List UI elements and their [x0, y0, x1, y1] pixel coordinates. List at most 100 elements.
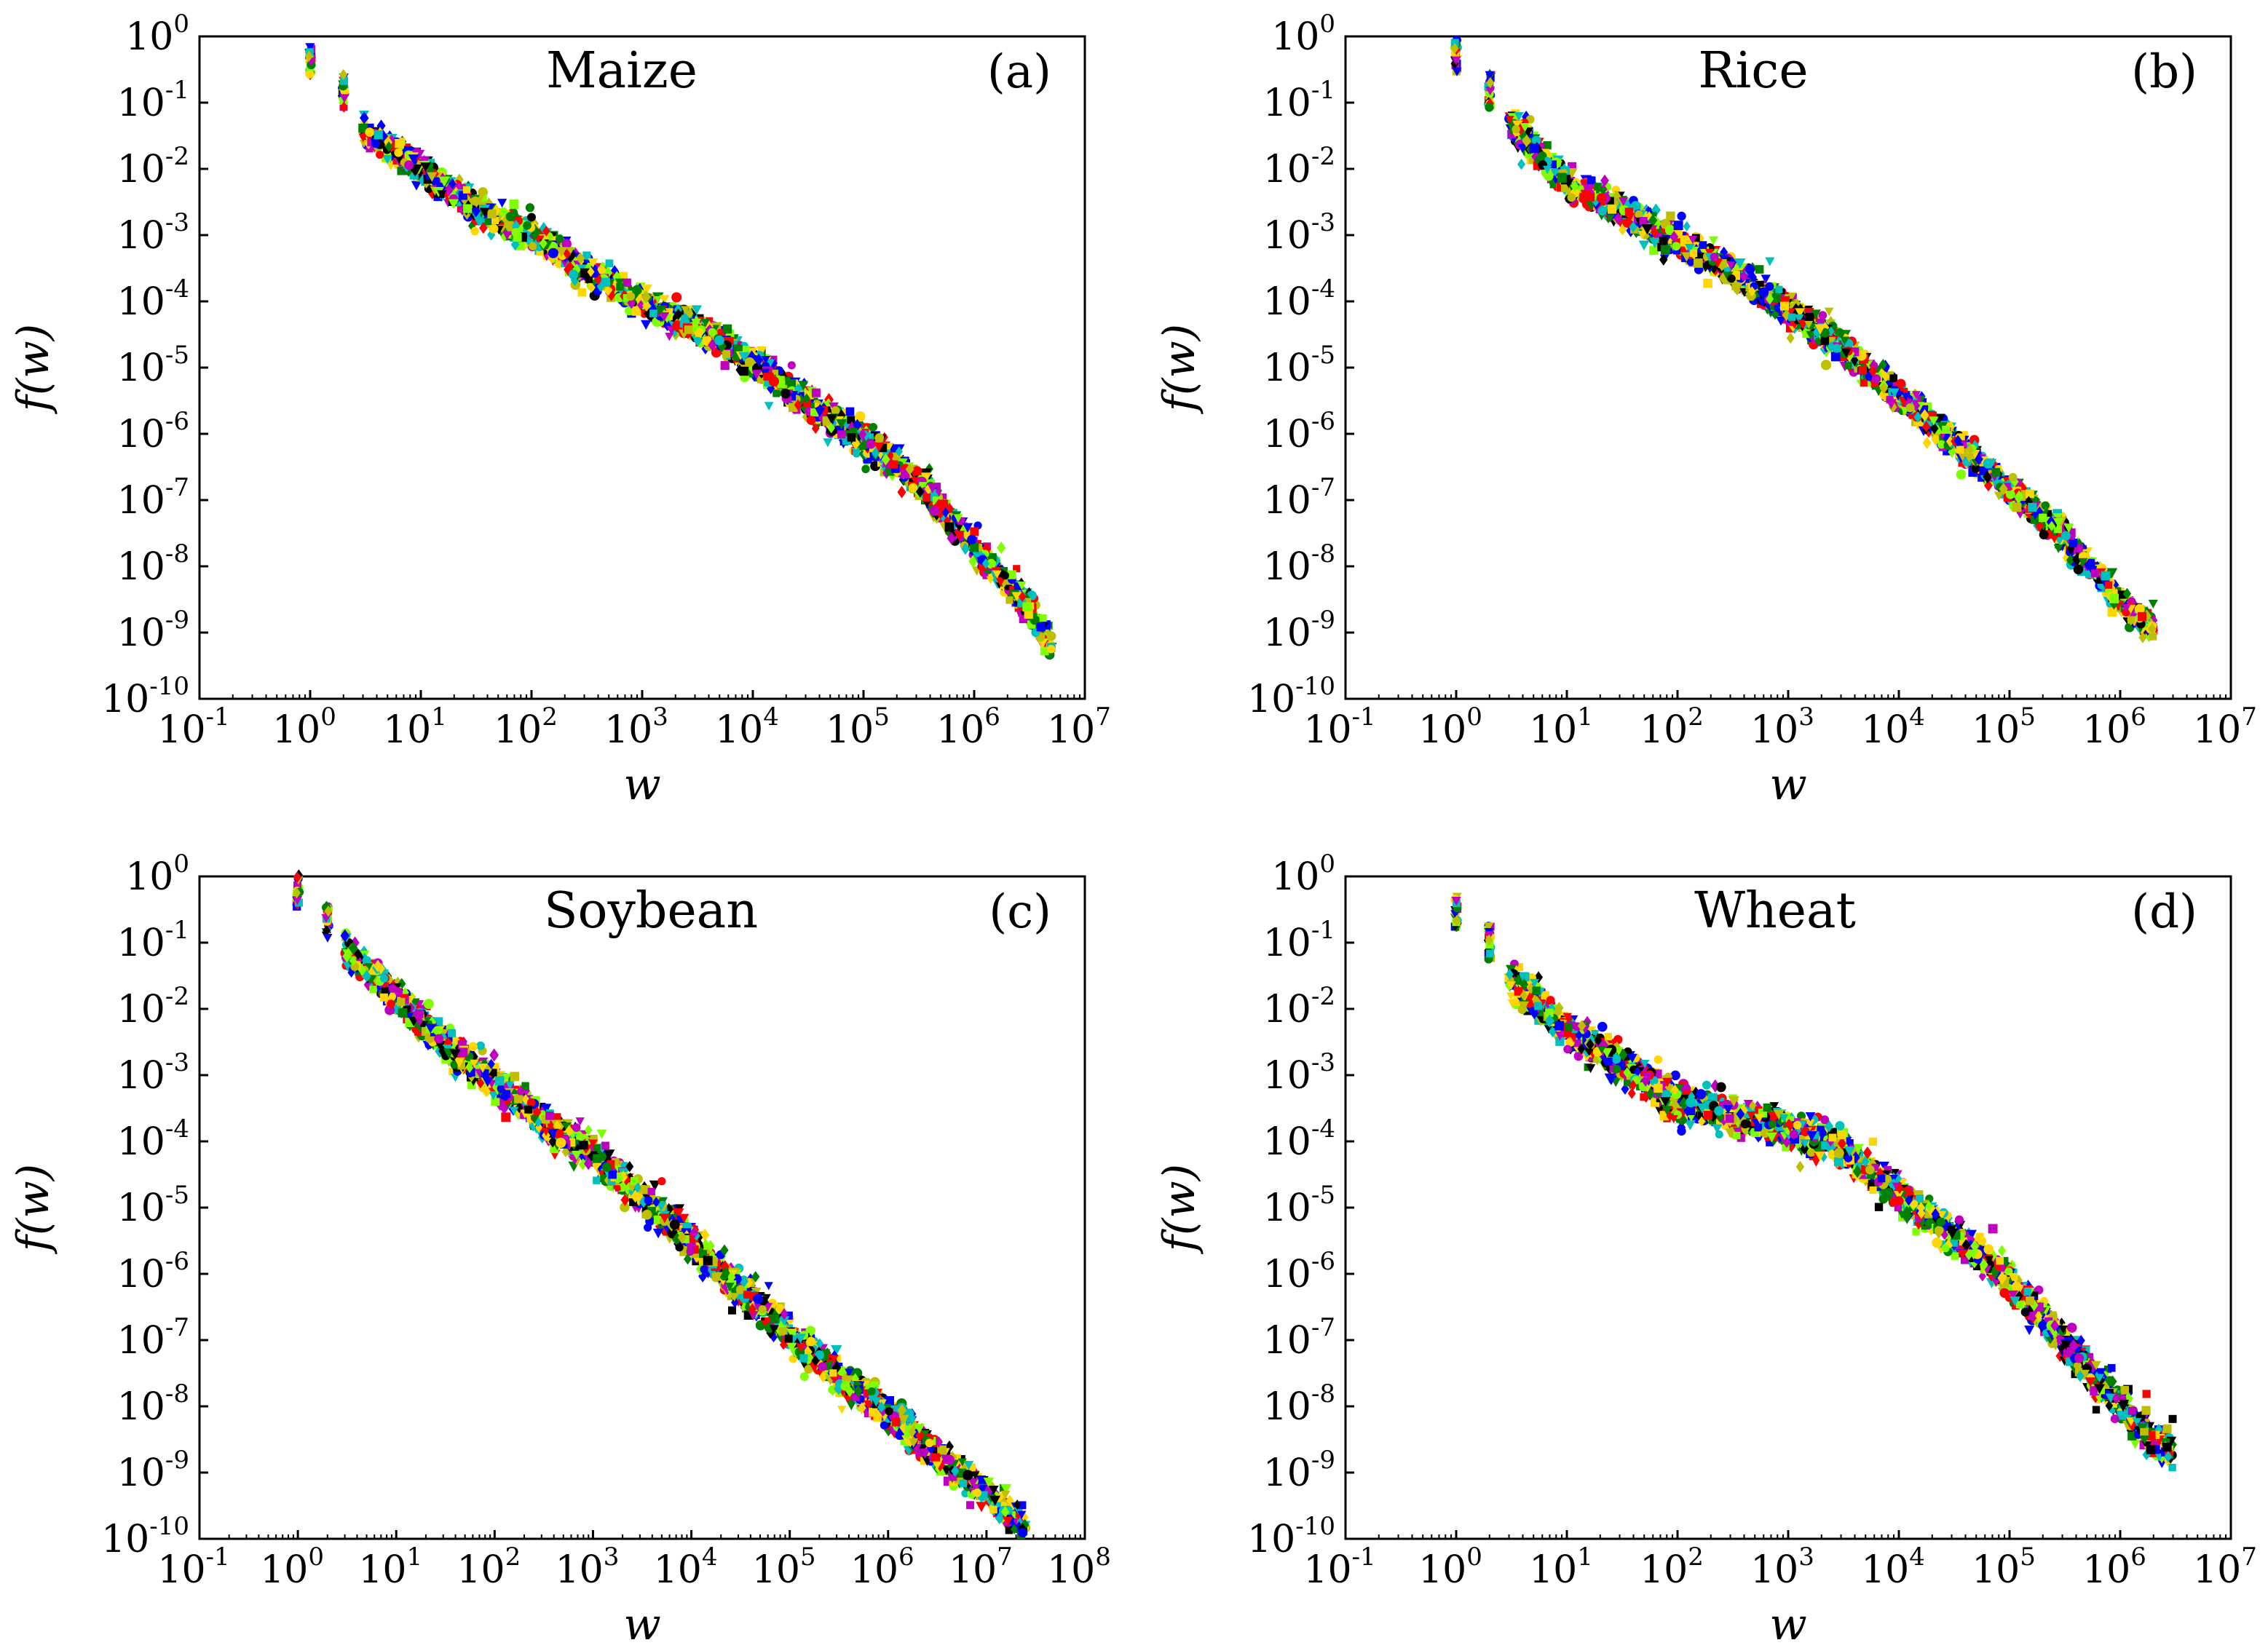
- data-point: [462, 186, 471, 194]
- data-point: [523, 221, 532, 230]
- y-tick-label: 10-2: [117, 142, 189, 191]
- data-point: [1046, 644, 1056, 654]
- data-point: [700, 319, 711, 328]
- data-point: [555, 234, 564, 243]
- data-point: [684, 325, 693, 334]
- data-point: [671, 292, 682, 303]
- x-tick-label: 104: [715, 702, 779, 752]
- data-point: [411, 181, 422, 191]
- data-point: [961, 542, 970, 555]
- data-point: [479, 194, 487, 202]
- data-point: [1039, 614, 1047, 622]
- data-point: [922, 494, 931, 502]
- data-point: [665, 333, 674, 341]
- x-tick-label: 102: [494, 702, 558, 752]
- data-point: [722, 350, 730, 359]
- data-point: [806, 416, 816, 425]
- data-point: [305, 69, 315, 79]
- data-point: [1040, 646, 1049, 656]
- y-tick-label: 10-3: [117, 208, 189, 258]
- y-tick-label: 100: [125, 9, 189, 59]
- data-point: [847, 433, 856, 442]
- data-point: [1818, 311, 1828, 320]
- data-point: [845, 407, 855, 416]
- data-point: [1956, 469, 1967, 480]
- plot-area-frame: [198, 35, 1086, 700]
- data-point: [1485, 103, 1494, 112]
- data-point: [874, 433, 885, 443]
- data-point: [505, 211, 515, 222]
- data-point: [869, 422, 878, 432]
- data-point: [339, 68, 348, 81]
- data-point: [929, 505, 940, 516]
- data-point: [497, 199, 507, 208]
- data-point: [756, 346, 767, 356]
- data-point: [843, 419, 852, 432]
- data-point: [360, 111, 369, 124]
- data-point: [570, 274, 580, 287]
- x-tick-label: 107: [1047, 702, 1111, 752]
- y-tick-label: 10-1: [117, 76, 189, 125]
- data-point: [395, 138, 404, 148]
- x-tick-label: 105: [826, 702, 890, 752]
- scatter-points: [1450, 36, 2158, 643]
- y-axis-label: f(w): [8, 324, 59, 414]
- x-tick-label: 103: [604, 702, 668, 752]
- data-point: [489, 223, 499, 234]
- data-point: [1820, 360, 1832, 371]
- plot-area-frame: [1344, 35, 2232, 700]
- data-point: [866, 433, 874, 441]
- data-point: [1638, 240, 1650, 251]
- y-tick-label: 10-8: [117, 539, 189, 589]
- data-point: [499, 207, 507, 216]
- data-point: [802, 411, 810, 423]
- data-point: [671, 325, 679, 338]
- data-point: [456, 198, 465, 207]
- data-point: [623, 278, 631, 288]
- data-point: [1036, 622, 1046, 632]
- data-point: [2107, 607, 2117, 617]
- data-point: [1860, 379, 1868, 387]
- data-point: [889, 445, 897, 453]
- data-point: [798, 381, 809, 391]
- data-point: [376, 119, 386, 132]
- data-point: [787, 361, 796, 370]
- data-point: [577, 288, 586, 297]
- data-point: [605, 259, 614, 268]
- data-point: [394, 148, 403, 157]
- data-point: [509, 199, 519, 210]
- data-point: [847, 416, 856, 424]
- data-point: [1046, 631, 1056, 641]
- data-point: [404, 166, 413, 177]
- data-point: [824, 397, 833, 409]
- data-point: [1830, 352, 1841, 362]
- data-point: [932, 483, 941, 491]
- data-point: [997, 542, 1006, 555]
- y-tick-label: 10-6: [117, 407, 189, 456]
- data-point: [487, 229, 496, 241]
- data-point: [749, 368, 759, 382]
- data-point: [970, 527, 979, 536]
- scatter-points: [304, 43, 1057, 660]
- x-tick-label: 100: [272, 702, 336, 752]
- data-point: [527, 213, 536, 222]
- data-point: [470, 226, 479, 236]
- y-tick-label: 10-9: [117, 606, 189, 655]
- x-axis-label: w: [623, 759, 660, 810]
- data-point: [895, 446, 903, 457]
- data-point: [1922, 436, 1932, 449]
- data-point: [619, 272, 628, 281]
- data-point: [889, 460, 898, 469]
- data-point: [708, 328, 716, 336]
- data-point: [764, 402, 774, 411]
- data-point: [525, 203, 535, 213]
- data-point: [920, 472, 932, 483]
- data-point: [641, 284, 652, 296]
- data-point: [837, 430, 846, 439]
- data-point: [982, 571, 992, 579]
- chart-title: Maize: [546, 42, 698, 100]
- data-point: [908, 483, 918, 493]
- data-point: [463, 204, 473, 213]
- data-point: [1786, 332, 1795, 344]
